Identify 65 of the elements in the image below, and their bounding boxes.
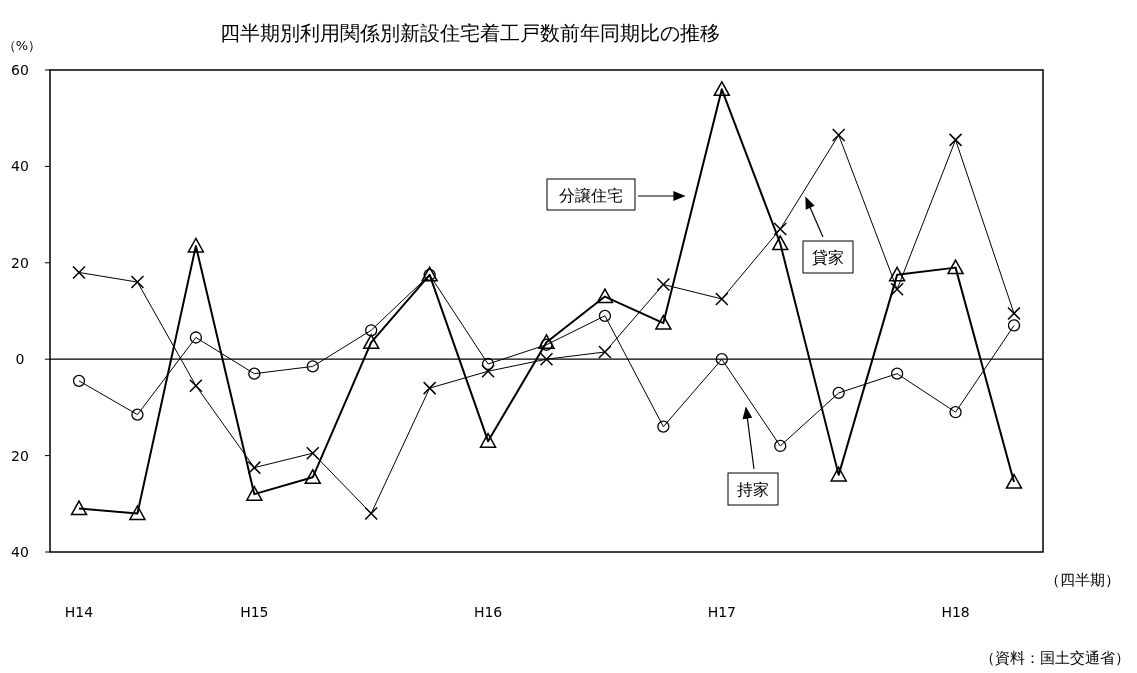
y-tick-label: 20 [11,254,29,271]
point [1007,306,1021,321]
point [306,360,319,373]
point [657,420,670,433]
point [72,265,86,280]
y-axis-title: （%） [2,38,42,53]
point [773,222,787,236]
point [304,469,321,485]
point [772,235,789,251]
point [189,378,203,393]
x-tick-label: H17 [707,604,736,620]
point [598,309,612,322]
point [831,128,846,142]
point [72,374,86,388]
legend-label: 分譲住宅 [559,185,623,205]
point [598,345,612,359]
point [129,505,146,521]
point [130,275,145,289]
y-tick-label: 40 [11,544,29,560]
point [949,406,962,419]
point [715,353,728,366]
point [189,331,203,344]
point [246,485,263,501]
x-tick-label: H14 [64,604,94,620]
point [306,446,320,460]
point [715,292,729,306]
x-axis-title: （四半期） [1044,571,1120,589]
x-tick-label: H18 [941,604,970,620]
point [713,81,731,97]
point [479,432,497,448]
y-tick-label: 20 [11,447,29,464]
point [422,381,437,395]
point [830,466,847,482]
point [1007,319,1021,332]
point [832,386,845,400]
point [247,460,262,475]
text: （資料：国土交通省） [980,649,1130,667]
series-label: 持家 [737,480,769,499]
point [890,367,904,380]
point [655,314,672,330]
point [539,352,554,366]
point [1005,473,1023,489]
point [365,324,378,337]
point [888,266,906,282]
y-tick-label: 60 [11,62,29,78]
x-tick-label: H16 [473,604,503,620]
point [947,259,964,275]
point [364,506,378,521]
y-tick-label: 40 [11,158,29,175]
point [248,367,261,380]
point [656,277,671,292]
y-tick-label: 0 [15,351,25,368]
series-label: 貸家 [812,248,844,267]
point [596,288,614,304]
point [187,237,205,253]
point [131,408,144,421]
point [890,282,904,297]
point [538,334,555,350]
point [70,500,88,516]
point [948,133,963,147]
point [362,334,380,350]
point [481,357,495,371]
chart-title: 四半期別利用関係別新設住宅着工戸数前年同期比の推移 [220,21,720,45]
x-tick-label: H15 [240,604,269,620]
point [774,439,787,453]
